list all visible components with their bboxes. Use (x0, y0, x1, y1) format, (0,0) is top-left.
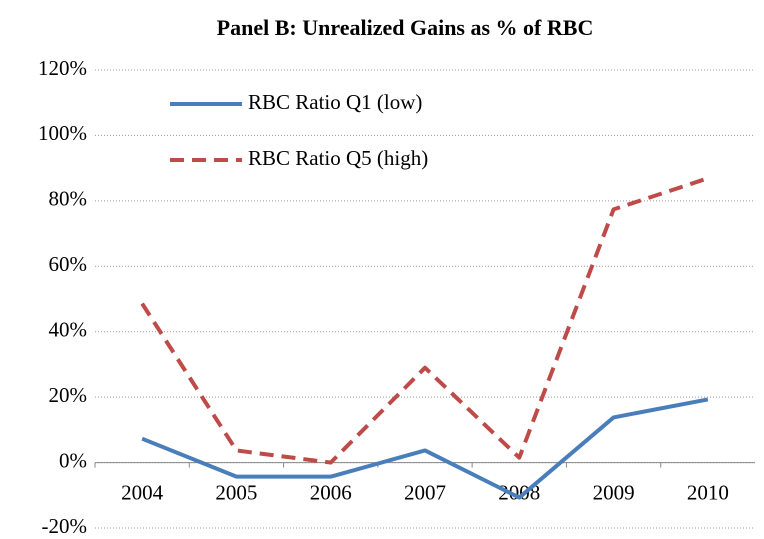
x-tick-label: 2005 (215, 480, 257, 504)
data-line (140, 176, 709, 465)
x-tick-label: 2010 (687, 480, 729, 504)
x-tick-label: 2004 (121, 480, 164, 504)
x-tick-label: 2009 (593, 480, 635, 504)
y-tick-label: 120% (38, 56, 87, 80)
y-tick-label: 60% (49, 252, 88, 276)
y-tick-label: 0% (59, 448, 87, 472)
y-tick-label: 40% (49, 318, 88, 342)
y-tick-label: -20% (42, 514, 88, 538)
x-tick-label: 2007 (404, 480, 446, 504)
y-tick-label: 80% (49, 187, 88, 211)
legend-label: RBC Ratio Q5 (high) (248, 146, 428, 170)
legend-label: RBC Ratio Q1 (low) (248, 90, 422, 114)
chart-title: Panel B: Unrealized Gains as % of RBC (217, 15, 594, 40)
x-tick-label: 2006 (310, 480, 352, 504)
data-line (141, 397, 709, 500)
y-tick-label: 20% (49, 383, 88, 407)
y-tick-label: 100% (38, 121, 87, 145)
